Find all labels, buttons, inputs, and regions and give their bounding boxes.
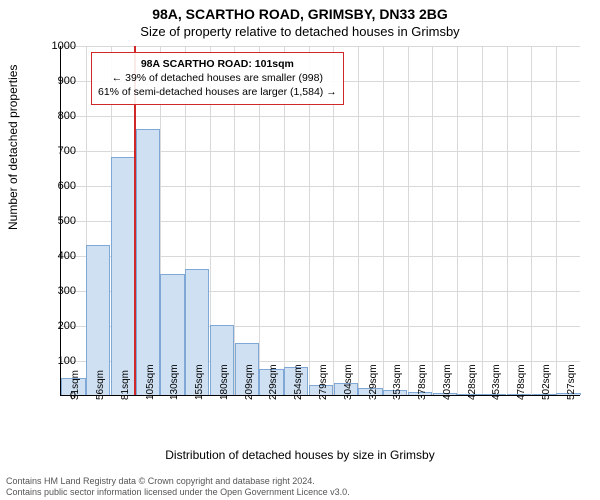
gridline-h — [61, 46, 580, 47]
gridline-v — [408, 46, 409, 395]
ytick-label: 900 — [40, 75, 76, 87]
chart-title-sub: Size of property relative to detached ho… — [0, 24, 600, 39]
gridline-v — [383, 46, 384, 395]
annotation-title: 98A SCARTHO ROAD: 101sqm — [98, 57, 337, 71]
gridline-v — [482, 46, 483, 395]
ytick-label: 100 — [40, 355, 76, 367]
ytick-label: 600 — [40, 180, 76, 192]
histogram-bar — [111, 157, 135, 395]
ytick-label: 800 — [40, 110, 76, 122]
chart-title-main: 98A, SCARTHO ROAD, GRIMSBY, DN33 2BG — [0, 6, 600, 22]
attribution-line1: Contains HM Land Registry data © Crown c… — [6, 476, 594, 487]
ytick-label: 400 — [40, 250, 76, 262]
annotation-line2: 61% of semi-detached houses are larger (… — [98, 85, 337, 99]
chart-container: 98A, SCARTHO ROAD, GRIMSBY, DN33 2BG Siz… — [0, 0, 600, 500]
annotation-line1: ← 39% of detached houses are smaller (99… — [98, 71, 337, 85]
gridline-v — [432, 46, 433, 395]
ytick-label: 200 — [40, 320, 76, 332]
gridline-v — [556, 46, 557, 395]
ytick-label: 300 — [40, 285, 76, 297]
x-axis-label: Distribution of detached houses by size … — [0, 448, 600, 462]
gridline-v — [531, 46, 532, 395]
ytick-label: 700 — [40, 145, 76, 157]
histogram-bar — [136, 129, 160, 395]
gridline-v — [457, 46, 458, 395]
y-axis-label: Number of detached properties — [6, 65, 20, 230]
ytick-label: 500 — [40, 215, 76, 227]
attribution-line2: Contains public sector information licen… — [6, 487, 594, 498]
gridline-v — [507, 46, 508, 395]
gridline-h — [61, 116, 580, 117]
plot-area: 98A SCARTHO ROAD: 101sqm ← 39% of detach… — [60, 46, 580, 396]
attribution: Contains HM Land Registry data © Crown c… — [6, 476, 594, 499]
ytick-label: 1000 — [40, 40, 76, 52]
gridline-v — [358, 46, 359, 395]
annotation-box: 98A SCARTHO ROAD: 101sqm ← 39% of detach… — [91, 52, 344, 105]
